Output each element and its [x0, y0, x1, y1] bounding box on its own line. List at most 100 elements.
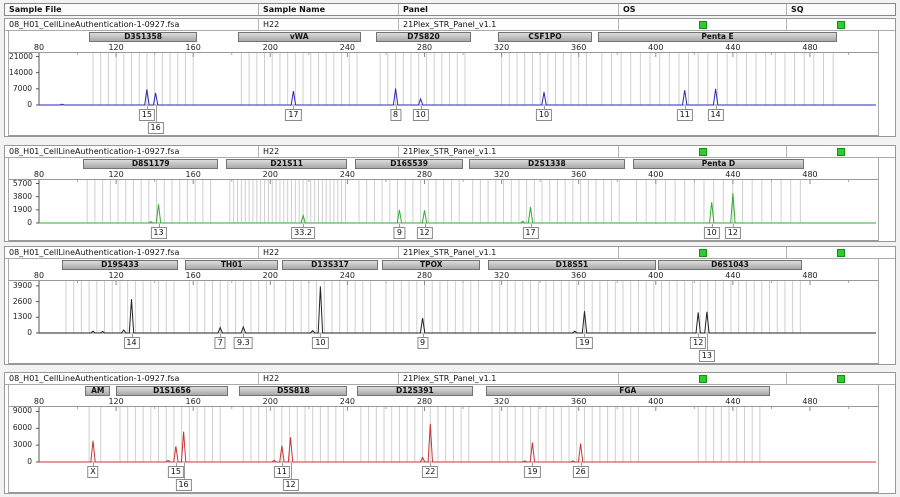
- x-axis-tick-row: 80 120 160 200 240 280 320 360 400 440 480: [9, 271, 878, 280]
- dye-trace-red: [39, 423, 876, 463]
- allele-leader-line: [581, 463, 582, 466]
- allele-call-label[interactable]: 10: [412, 109, 429, 121]
- x-tick-label: 200: [262, 43, 278, 52]
- x-tick-label: 240: [339, 170, 356, 179]
- sample-name-value: H22: [259, 247, 399, 258]
- marker-box-d3s1358[interactable]: D3S1358: [89, 32, 198, 42]
- marker-box-d13s317[interactable]: D13S317: [281, 260, 379, 270]
- allele-call-label[interactable]: 15: [167, 466, 184, 478]
- allele-call-label[interactable]: 11: [273, 466, 290, 478]
- sq-pass-indicator-icon: [837, 147, 845, 156]
- y-tick-label: 0: [27, 328, 32, 337]
- allele-leader-line: [220, 334, 221, 337]
- allele-leader-line: [430, 463, 431, 466]
- allele-call-label[interactable]: 22: [422, 466, 439, 478]
- x-tick-label: 200: [262, 170, 278, 179]
- marker-box-am[interactable]: AM: [85, 386, 111, 396]
- allele-call-label[interactable]: 10: [703, 227, 720, 239]
- electropherogram-panel-blue[interactable]: 08_H01_CellLineAuthentication-1-0927.fsa…: [4, 18, 896, 137]
- electropherogram-plot[interactable]: 21000 14000 7000 0 15 16 17 8 10 10 11 14: [9, 52, 878, 136]
- allele-leader-line: [184, 463, 185, 479]
- allele-call-label[interactable]: 10: [312, 337, 329, 349]
- marker-box-d19s433[interactable]: D19S433: [62, 260, 178, 270]
- y-tick-label: 3900: [12, 280, 32, 290]
- allele-call-label[interactable]: 26: [572, 466, 589, 478]
- trace-canvas[interactable]: [9, 281, 878, 334]
- allele-call-label[interactable]: 33.2: [291, 227, 315, 239]
- os-pass-indicator-icon: [698, 374, 707, 383]
- marker-label: D18S51: [555, 260, 589, 269]
- allele-call-label[interactable]: 12: [416, 227, 433, 239]
- allele-leader-line: [93, 463, 94, 466]
- marker-label: FGA: [619, 386, 637, 395]
- allele-call-label[interactable]: 9: [393, 227, 405, 239]
- electropherogram-plot[interactable]: 9000 6000 3000 0 X 15 16 11 12 22 19 26: [9, 406, 878, 493]
- marker-row: D19S433 TH01 D13S317 TPOX D18S51 D6S1043: [9, 259, 878, 271]
- sample-info-row: 08_H01_CellLineAuthentication-1-0927.fsa…: [5, 146, 895, 158]
- x-tick-label: 400: [648, 271, 664, 280]
- allele-leader-line: [531, 224, 532, 227]
- marker-box-d8s1179[interactable]: D8S1179: [83, 159, 219, 169]
- marker-box-d2s1338[interactable]: D2S1338: [468, 159, 625, 169]
- marker-row: D3S1358 vWA D7S820 CSF1PO Penta E: [9, 31, 878, 43]
- allele-call-label[interactable]: 19: [524, 466, 541, 478]
- marker-box-d7s820[interactable]: D7S820: [376, 32, 471, 42]
- x-axis-tick-row: 80 120 160 200 240 280 320 360 400 440 480: [9, 43, 878, 52]
- allele-call-label[interactable]: X: [87, 466, 99, 478]
- trace-canvas[interactable]: [9, 180, 878, 224]
- allele-call-label[interactable]: 14: [707, 109, 724, 121]
- electropherogram-panel-black[interactable]: 08_H01_CellLineAuthentication-1-0927.fsa…: [4, 246, 896, 365]
- panel-name-value: 21Plex_STR_Panel_v1.1: [399, 146, 619, 157]
- allele-call-label[interactable]: 12: [724, 227, 741, 239]
- allele-call-label[interactable]: 15: [138, 109, 156, 121]
- allele-leader-line: [132, 334, 133, 337]
- electropherogram-plot[interactable]: 5700 3800 1900 0 13 33.2 9 12 17 10 12: [9, 179, 878, 241]
- marker-box-d16s539[interactable]: D16S539: [355, 159, 464, 169]
- allele-call-label[interactable]: 16: [175, 479, 192, 491]
- os-status-cell: [619, 247, 787, 258]
- allele-call-label[interactable]: 10: [535, 109, 553, 121]
- allele-call-label[interactable]: 8: [390, 109, 402, 121]
- allele-call-label[interactable]: 11: [676, 109, 693, 121]
- allele-call-label[interactable]: 17: [285, 109, 302, 121]
- trace-canvas[interactable]: [9, 407, 878, 463]
- electropherogram-plot[interactable]: 3900 2600 1300 0 14 7 9.3 10 9 19 12 13: [9, 280, 878, 364]
- electropherogram-panel-red[interactable]: 08_H01_CellLineAuthentication-1-0927.fsa…: [4, 372, 896, 494]
- allele-call-label[interactable]: 9: [417, 337, 429, 349]
- allele-call-label[interactable]: 19: [576, 337, 593, 349]
- marker-box-penta-d[interactable]: Penta D: [632, 159, 805, 169]
- allele-call-label[interactable]: 12: [282, 479, 299, 491]
- allele-leader-line: [421, 106, 422, 109]
- sample-file-value: 08_H01_CellLineAuthentication-1-0927.fsa: [5, 247, 259, 258]
- trace-canvas[interactable]: [9, 53, 878, 106]
- marker-box-d18s51[interactable]: D18S51: [488, 260, 656, 270]
- allele-call-label[interactable]: 9.3: [233, 337, 253, 349]
- allele-leader-line: [291, 463, 292, 479]
- x-tick-label: 360: [571, 397, 587, 406]
- marker-box-d5s818[interactable]: D5S818: [239, 386, 348, 396]
- dye-trace-green: [39, 193, 876, 224]
- allele-call-label[interactable]: 13: [698, 350, 715, 362]
- marker-box-d21s11[interactable]: D21S11: [225, 159, 348, 169]
- marker-box-tpox[interactable]: TPOX: [382, 260, 481, 270]
- marker-box-penta-e[interactable]: Penta E: [597, 32, 837, 42]
- y-tick-label: 6000: [12, 423, 32, 433]
- marker-box-d12s391[interactable]: D12S391: [357, 386, 473, 396]
- allele-call-label[interactable]: 12: [690, 337, 707, 349]
- marker-box-fga[interactable]: FGA: [486, 386, 770, 396]
- allele-call-label[interactable]: 17: [522, 227, 539, 239]
- allele-call-label[interactable]: 7: [214, 337, 226, 349]
- electropherogram-panel-green[interactable]: 08_H01_CellLineAuthentication-1-0927.fsa…: [4, 145, 896, 242]
- x-tick-label: 80: [33, 170, 45, 179]
- allele-call-label[interactable]: 16: [147, 122, 164, 134]
- allele-call-label[interactable]: 14: [123, 337, 140, 349]
- x-tick-label: 160: [185, 397, 201, 406]
- marker-box-d1s1656[interactable]: D1S1656: [116, 386, 228, 396]
- marker-box-th01[interactable]: TH01: [185, 260, 278, 270]
- marker-box-d6s1043[interactable]: D6S1043: [657, 260, 803, 270]
- allele-call-label[interactable]: 13: [150, 227, 167, 239]
- x-tick-label: 160: [185, 43, 201, 52]
- marker-box-vwa[interactable]: vWA: [237, 32, 361, 42]
- panel-name-value: 21Plex_STR_Panel_v1.1: [399, 373, 619, 384]
- marker-box-csf1po[interactable]: CSF1PO: [497, 32, 593, 42]
